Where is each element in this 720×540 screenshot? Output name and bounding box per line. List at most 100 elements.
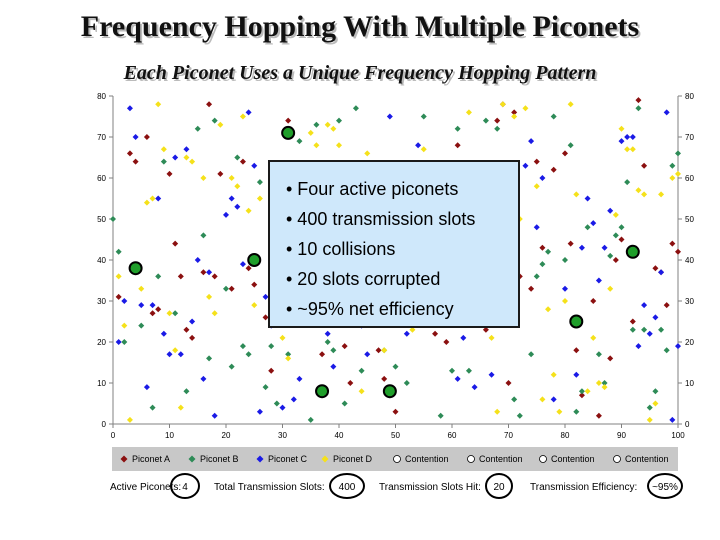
data-point-piconet-c	[324, 330, 331, 337]
data-point-piconet-a	[239, 158, 246, 165]
data-point-piconet-a	[505, 380, 512, 386]
x-tick-label: 0	[111, 431, 116, 440]
data-point-piconet-d	[381, 347, 388, 354]
data-point-piconet-b	[336, 117, 342, 124]
data-point-piconet-c	[223, 211, 229, 218]
data-point-piconet-b	[268, 343, 275, 350]
data-point-piconet-a	[590, 298, 597, 304]
data-point-piconet-a	[189, 334, 196, 341]
data-point-piconet-c	[646, 330, 653, 337]
data-point-piconet-d	[550, 371, 557, 378]
active-piconets-circle	[170, 473, 200, 499]
data-point-piconet-d	[669, 175, 676, 181]
data-point-piconet-b	[194, 125, 201, 132]
data-point-piconet-c	[138, 302, 145, 309]
data-point-piconet-c	[533, 224, 540, 231]
data-point-piconet-b	[578, 388, 585, 395]
data-point-piconet-c	[149, 302, 156, 309]
data-point-piconet-d	[155, 101, 162, 108]
data-point-piconet-b	[567, 142, 574, 149]
data-point-piconet-b	[160, 158, 167, 165]
data-point-piconet-c	[234, 203, 241, 210]
data-point-piconet-a	[675, 248, 681, 255]
data-point-piconet-d	[138, 285, 145, 292]
data-point-piconet-c	[194, 257, 201, 263]
page-title: Frequency Hopping With Multiple Piconets	[80, 10, 640, 43]
data-point-piconet-b	[330, 347, 337, 354]
data-point-piconet-d	[330, 125, 337, 132]
data-point-piconet-c	[256, 408, 263, 415]
y-tick-label-left: 70	[97, 133, 106, 142]
data-point-piconet-a	[511, 109, 518, 116]
y-tick-label-left: 10	[97, 379, 106, 388]
slots-hit-value: 20	[493, 482, 505, 493]
data-point-piconet-d	[595, 380, 602, 386]
data-point-piconet-d	[177, 404, 184, 411]
data-point-piconet-c	[539, 175, 546, 181]
data-point-piconet-b	[239, 343, 246, 350]
footer-stats: Active Piconets: 4 Total Transmission Slot…	[110, 473, 683, 499]
data-point-piconet-a	[262, 314, 269, 321]
data-point-piconet-b	[533, 273, 540, 280]
y-tick-label-right: 40	[685, 256, 694, 265]
info-bullet: • 400 transmission slots	[286, 209, 476, 229]
active-piconets-label: Active Piconets:	[110, 482, 181, 493]
x-tick-label: 40	[335, 431, 344, 440]
data-point-piconet-d	[121, 322, 128, 329]
data-point-piconet-d	[562, 298, 568, 304]
data-point-piconet-d	[573, 191, 580, 198]
data-point-piconet-d	[635, 187, 642, 194]
data-point-piconet-d	[126, 416, 133, 423]
data-point-piconet-d	[143, 199, 150, 206]
data-point-piconet-b	[155, 273, 162, 280]
data-point-piconet-b	[206, 355, 213, 362]
data-point-piconet-b	[539, 261, 546, 268]
data-point-piconet-b	[313, 121, 320, 128]
slots-hit-circle	[485, 473, 513, 499]
contention-point	[569, 314, 584, 329]
data-point-piconet-c	[206, 269, 213, 276]
data-point-piconet-a	[635, 97, 642, 104]
data-point-piconet-a	[347, 380, 354, 386]
data-point-piconet-d	[658, 191, 665, 198]
data-point-piconet-b	[121, 339, 128, 345]
page-subtitle: Each Piconet Uses a Unique Frequency Hop…	[123, 62, 597, 84]
data-point-piconet-d	[285, 355, 292, 362]
data-point-piconet-c	[364, 351, 371, 358]
data-point-piconet-c	[200, 375, 207, 382]
y-tick-label-right: 70	[685, 133, 694, 142]
data-point-piconet-d	[172, 347, 179, 354]
data-point-piconet-c	[330, 363, 337, 370]
data-point-piconet-c	[132, 134, 139, 140]
data-point-piconet-b	[183, 388, 190, 395]
x-tick-label: 30	[278, 431, 287, 440]
data-point-piconet-c	[245, 109, 252, 116]
data-point-piconet-c	[166, 351, 173, 358]
data-point-piconet-c	[126, 105, 133, 112]
data-point-piconet-d	[160, 146, 167, 153]
data-point-piconet-b	[324, 339, 331, 345]
data-point-piconet-d	[545, 306, 552, 313]
data-point-piconet-d	[239, 113, 246, 120]
total-slots-value: 400	[339, 482, 356, 493]
data-point-piconet-c	[239, 261, 246, 268]
data-point-piconet-d	[499, 101, 506, 108]
data-point-piconet-a	[177, 273, 184, 280]
data-point-piconet-c	[528, 138, 535, 145]
data-point-piconet-d	[629, 146, 636, 153]
data-point-piconet-c	[607, 207, 614, 214]
data-point-piconet-d	[245, 207, 252, 214]
data-point-piconet-d	[228, 175, 235, 181]
data-point-piconet-c	[663, 109, 670, 116]
data-point-piconet-b	[618, 224, 625, 231]
data-point-piconet-a	[375, 347, 382, 354]
data-point-piconet-b	[296, 138, 303, 145]
data-point-piconet-a	[612, 257, 619, 263]
data-point-piconet-d	[646, 416, 653, 423]
data-point-piconet-b	[228, 363, 235, 370]
data-point-piconet-b	[494, 125, 501, 132]
data-point-piconet-b	[584, 224, 591, 231]
data-point-piconet-d	[522, 105, 529, 112]
data-point-piconet-b	[307, 416, 314, 423]
data-point-piconet-b	[403, 380, 410, 386]
